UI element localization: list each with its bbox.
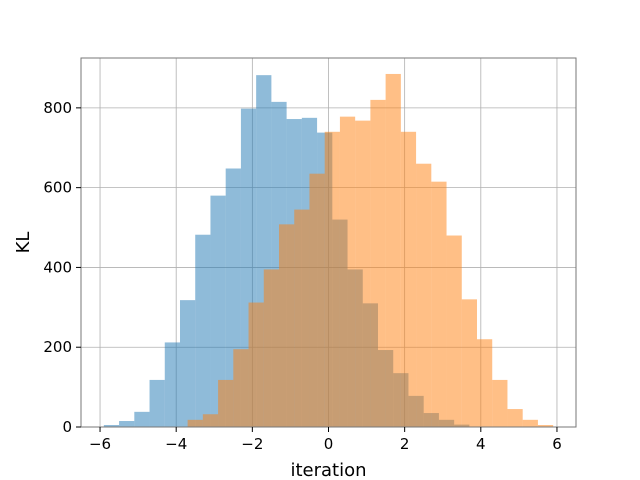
histogram-bar-series-2 <box>248 302 264 427</box>
y-tick-label: 800 <box>43 99 72 117</box>
y-tick-label: 600 <box>43 179 72 197</box>
x-axis-label: iteration <box>290 460 366 480</box>
x-tick-label: 6 <box>552 435 562 453</box>
histogram-bar-series-2 <box>446 235 462 427</box>
histogram-bar-series-1 <box>210 195 226 427</box>
y-tick-label: 400 <box>43 258 72 276</box>
y-tick-label: 0 <box>62 418 72 436</box>
histogram-bar-series-2 <box>309 173 325 427</box>
histogram-bar-series-2 <box>431 181 447 427</box>
axis-ticks: −6 −4 −2 0 2 4 6 0 200 400 600 800 <box>43 99 561 453</box>
x-tick-label: −4 <box>165 435 187 453</box>
histogram-bar-series-1 <box>180 300 196 427</box>
histogram-bar-series-1 <box>103 425 120 427</box>
x-tick-label: −2 <box>241 435 263 453</box>
histogram-bars <box>103 73 554 428</box>
histogram-bar-series-2 <box>202 414 219 427</box>
histogram-bar-series-2 <box>187 419 203 427</box>
histogram-bar-series-2 <box>218 379 234 427</box>
histogram-bar-series-2 <box>507 409 523 427</box>
histogram-bar-series-2 <box>492 379 508 427</box>
histogram-bar-series-1 <box>119 421 135 427</box>
histogram-bar-series-2 <box>233 349 249 427</box>
histogram-bar-series-2 <box>263 269 279 427</box>
y-axis-label: KL <box>13 232 34 254</box>
histogram-bar-series-2 <box>370 99 386 428</box>
histogram-bar-series-1 <box>149 379 165 427</box>
histogram-bar-series-2 <box>324 131 340 428</box>
histogram-bar-series-2 <box>355 120 371 427</box>
histogram-bar-series-2 <box>416 163 432 428</box>
histogram-bar-series-2 <box>522 419 538 427</box>
x-tick-label: 2 <box>400 435 410 453</box>
histogram-bar-series-1 <box>195 234 211 427</box>
histogram-bar-series-2 <box>279 224 295 427</box>
histogram-bar-series-1 <box>134 411 150 427</box>
histogram-bar-series-2 <box>400 131 417 428</box>
histogram-bar-series-2 <box>477 339 493 427</box>
histogram-bar-series-2 <box>339 116 356 427</box>
histogram-bar-series-2 <box>461 299 477 427</box>
x-tick-label: −6 <box>89 435 111 453</box>
histogram-bar-series-2 <box>385 73 401 427</box>
y-tick-label: 200 <box>43 338 72 356</box>
histogram-bar-series-2 <box>294 209 310 427</box>
histogram-bar-series-1 <box>164 342 180 427</box>
x-tick-label: 0 <box>324 435 334 453</box>
x-tick-label: 4 <box>476 435 486 453</box>
histogram-bar-series-2 <box>537 425 554 427</box>
